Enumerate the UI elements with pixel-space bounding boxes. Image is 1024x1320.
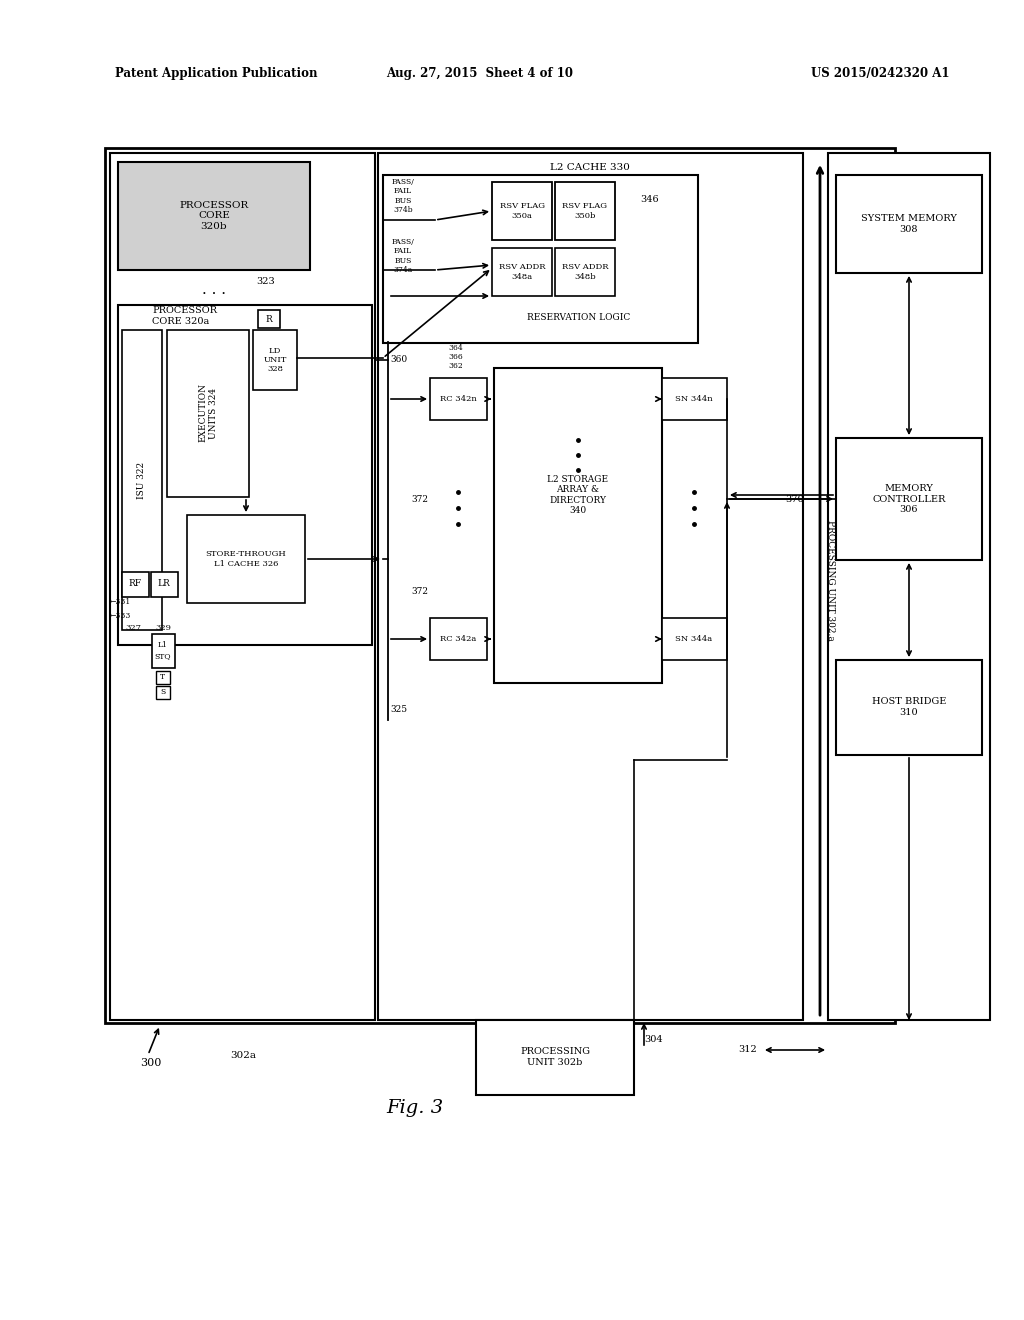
Text: 364
366
362: 364 366 362 xyxy=(449,343,464,370)
Text: PASS/
FAIL
BUS
374a: PASS/ FAIL BUS 374a xyxy=(391,238,415,273)
Text: PROCESSOR
CORE 320a: PROCESSOR CORE 320a xyxy=(152,306,217,326)
Text: RSV FLAG
350a: RSV FLAG 350a xyxy=(500,202,545,219)
Text: STQ: STQ xyxy=(155,652,171,660)
Text: Fig. 3: Fig. 3 xyxy=(386,1100,443,1117)
Bar xyxy=(122,572,150,597)
Bar xyxy=(118,162,310,271)
Text: 312: 312 xyxy=(738,1045,758,1055)
Text: 327: 327 xyxy=(125,624,141,632)
Bar xyxy=(156,686,170,700)
Text: 325: 325 xyxy=(390,705,408,714)
Text: RF: RF xyxy=(128,579,141,589)
Bar xyxy=(430,378,487,420)
Text: SN 344n: SN 344n xyxy=(675,395,713,403)
Text: RESERVATION LOGIC: RESERVATION LOGIC xyxy=(526,314,630,322)
Text: LR: LR xyxy=(158,579,170,589)
Bar xyxy=(378,153,803,1020)
Text: RSV FLAG
350b: RSV FLAG 350b xyxy=(562,202,607,219)
Bar xyxy=(430,618,487,660)
Bar xyxy=(555,182,615,240)
Text: PROCESSING UNIT 302.a: PROCESSING UNIT 302.a xyxy=(825,520,835,640)
Text: L2 CACHE 330: L2 CACHE 330 xyxy=(550,162,630,172)
Bar xyxy=(662,378,727,420)
Text: LD
UNIT
328: LD UNIT 328 xyxy=(263,347,287,374)
Text: 300: 300 xyxy=(140,1059,162,1068)
Bar xyxy=(828,153,990,1020)
Bar xyxy=(492,248,552,296)
Text: STORE-THROUGH
L1 CACHE 326: STORE-THROUGH L1 CACHE 326 xyxy=(206,550,287,568)
Text: R: R xyxy=(265,314,272,323)
Text: 346: 346 xyxy=(640,195,658,205)
Text: RSV ADDR
348a: RSV ADDR 348a xyxy=(499,264,545,281)
Text: RC 342a: RC 342a xyxy=(440,635,476,643)
Bar xyxy=(187,515,305,603)
Text: 370: 370 xyxy=(785,495,804,503)
Bar xyxy=(110,153,375,1020)
Bar xyxy=(253,330,297,389)
Bar xyxy=(662,618,727,660)
Text: US 2015/0242320 A1: US 2015/0242320 A1 xyxy=(811,66,949,79)
Text: RC 342n: RC 342n xyxy=(439,395,476,403)
Text: ISU 322: ISU 322 xyxy=(137,462,146,499)
Text: 372: 372 xyxy=(411,495,428,504)
Text: PROCESSING
UNIT 302b: PROCESSING UNIT 302b xyxy=(520,1047,590,1067)
Bar xyxy=(836,438,982,560)
Text: SN 344a: SN 344a xyxy=(676,635,713,643)
Text: 329: 329 xyxy=(155,624,171,632)
Bar xyxy=(151,572,178,597)
Bar xyxy=(383,176,698,343)
Bar xyxy=(492,182,552,240)
Text: L1: L1 xyxy=(158,642,168,649)
Bar xyxy=(476,1020,634,1096)
Bar xyxy=(167,330,249,498)
Text: Aug. 27, 2015  Sheet 4 of 10: Aug. 27, 2015 Sheet 4 of 10 xyxy=(386,66,573,79)
Text: 323: 323 xyxy=(256,277,274,286)
Text: HOST BRIDGE
310: HOST BRIDGE 310 xyxy=(871,697,946,717)
Text: 360: 360 xyxy=(390,355,408,364)
Bar xyxy=(122,330,162,630)
Text: SYSTEM MEMORY
308: SYSTEM MEMORY 308 xyxy=(861,214,957,234)
Text: 304: 304 xyxy=(644,1035,663,1044)
Text: PROCESSOR
CORE
320b: PROCESSOR CORE 320b xyxy=(179,201,249,231)
Text: 302a: 302a xyxy=(230,1051,256,1060)
Bar xyxy=(258,310,280,327)
Text: T: T xyxy=(161,673,166,681)
Text: ←331: ←331 xyxy=(110,598,131,606)
Text: 372: 372 xyxy=(411,587,428,597)
Bar xyxy=(836,660,982,755)
Text: EXECUTION
UNITS 324: EXECUTION UNITS 324 xyxy=(199,384,218,442)
Text: PASS/
FAIL
BUS
374b: PASS/ FAIL BUS 374b xyxy=(391,178,415,214)
Text: L2 STORAGE
ARRAY &
DIRECTORY
340: L2 STORAGE ARRAY & DIRECTORY 340 xyxy=(548,475,608,515)
Bar xyxy=(152,634,175,668)
Bar xyxy=(555,248,615,296)
Text: RSV ADDR
348b: RSV ADDR 348b xyxy=(562,264,608,281)
Bar xyxy=(105,148,895,1023)
Bar xyxy=(118,305,372,645)
Bar xyxy=(156,671,170,684)
Text: . . .: . . . xyxy=(202,282,226,297)
Text: Patent Application Publication: Patent Application Publication xyxy=(115,66,317,79)
Bar xyxy=(494,368,662,682)
Bar xyxy=(836,176,982,273)
Text: S: S xyxy=(161,688,166,696)
Text: MEMORY
CONTROLLER
306: MEMORY CONTROLLER 306 xyxy=(872,484,946,513)
Text: ←333: ←333 xyxy=(110,612,131,620)
